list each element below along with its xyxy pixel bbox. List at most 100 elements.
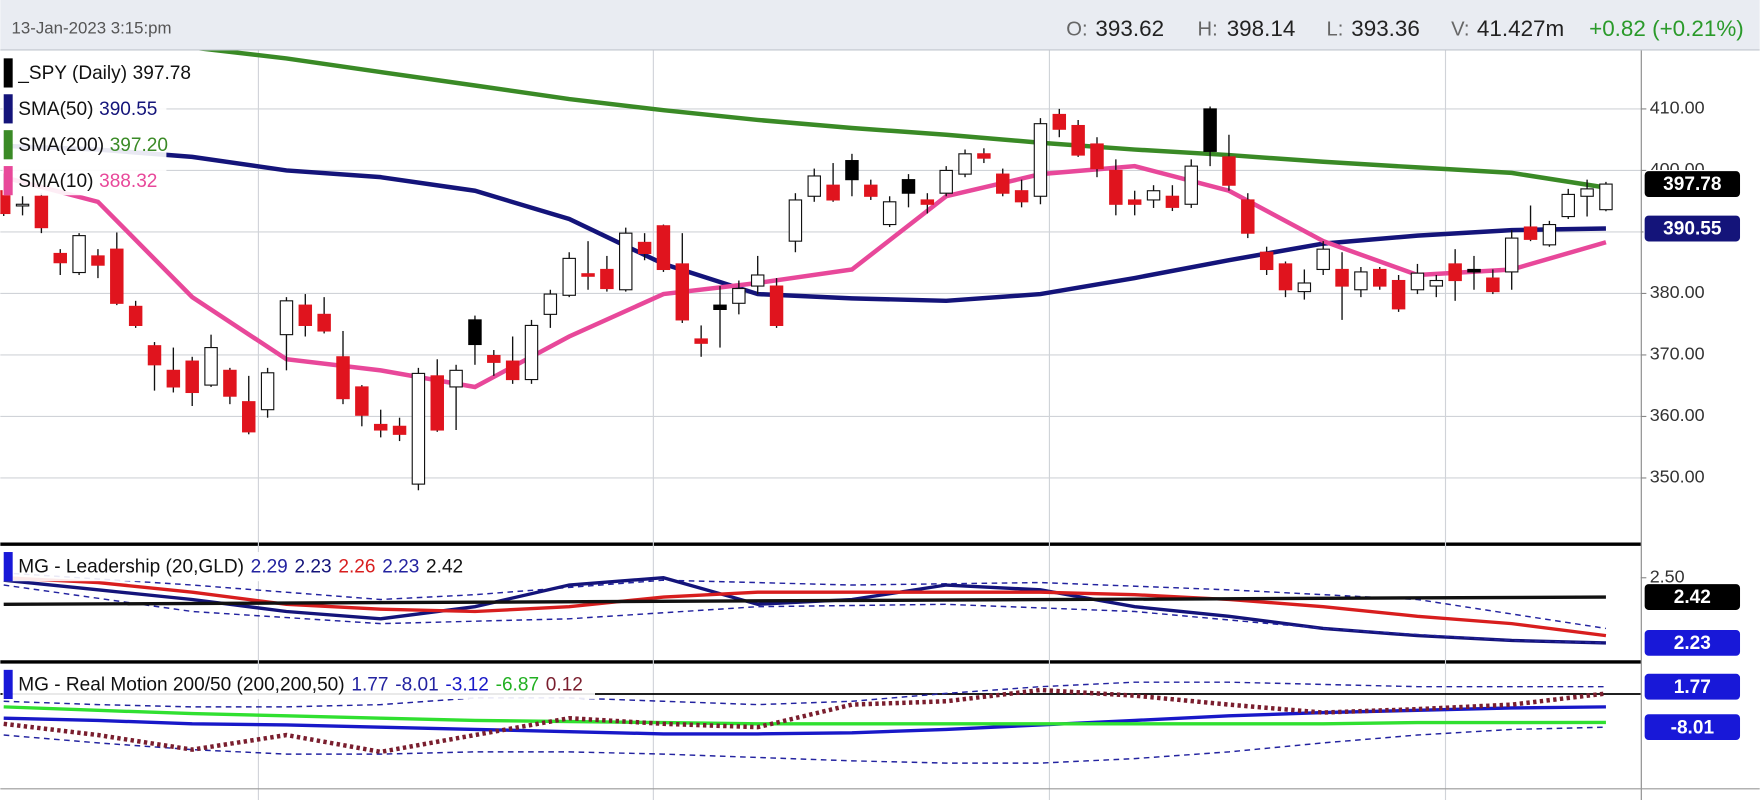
candle-body — [1373, 268, 1387, 287]
candle-body — [449, 369, 463, 388]
y-tick-label: 410.00 — [1650, 98, 1705, 118]
indicator-line — [3, 584, 1606, 644]
candle-body — [1410, 272, 1425, 291]
indicator-value-box — [1643, 628, 1742, 657]
change: +0.82 (+0.21%) — [1589, 16, 1744, 41]
volume-value: 41.427m — [1477, 16, 1564, 41]
high-value: 398.14 — [1227, 16, 1296, 41]
panel-title: MG - Real Motion 200/50 (200,200,50) — [18, 675, 344, 696]
open-value: 393.62 — [1095, 16, 1164, 41]
header-bar — [0, 0, 1760, 50]
candle-body — [1542, 223, 1557, 246]
candle-body — [298, 304, 313, 326]
candle-body — [1467, 268, 1481, 273]
candle-body — [166, 369, 181, 388]
candle-body — [72, 235, 86, 274]
sma-line — [3, 163, 1607, 390]
candle-body — [317, 313, 331, 332]
candle-body — [1523, 226, 1538, 240]
sma-line — [3, 143, 1606, 304]
candle-body — [600, 268, 614, 290]
candle-body — [1165, 195, 1180, 208]
last-price-box — [1643, 170, 1742, 199]
candle-body — [675, 263, 690, 321]
candle-body — [1259, 251, 1274, 271]
candle-body — [1109, 169, 1123, 205]
candle-body — [1278, 263, 1293, 291]
legend-value: 2.23 — [295, 557, 332, 578]
legend-bg — [2, 58, 196, 88]
candle-body — [487, 355, 501, 363]
candle-body — [1071, 124, 1085, 156]
candle-body — [91, 255, 105, 266]
candle-body — [826, 184, 840, 201]
legend-item: _SPY (Daily) 397.78 — [17, 63, 191, 84]
candle-body — [939, 169, 953, 194]
panel-title: MG - Leadership (20,GLD) — [18, 557, 244, 578]
candle-body — [1033, 123, 1048, 197]
indicator-value-box — [1643, 672, 1742, 701]
candle-body — [1580, 188, 1594, 197]
y-tick-label: 350.00 — [1650, 467, 1705, 487]
legend-value: 2.29 — [251, 557, 288, 578]
candle-body — [769, 285, 784, 326]
legend-value: 0.12 — [546, 675, 583, 696]
candle-body — [392, 425, 407, 435]
candle-body — [128, 305, 143, 326]
indicator-line — [3, 681, 1606, 708]
legend-value: -6.87 — [496, 675, 539, 696]
low-label: L: — [1327, 19, 1344, 41]
candle-body — [204, 347, 218, 386]
candle-body — [713, 304, 727, 310]
candle-body — [1391, 279, 1406, 310]
open-label: O: — [1066, 19, 1087, 41]
plot — [3, 572, 1607, 645]
legend-swatch — [3, 130, 13, 160]
legend-value: 2.26 — [338, 557, 375, 578]
indicator-line — [3, 705, 1606, 726]
candle-body — [110, 248, 124, 304]
legend-item: MG - Leadership (20,GLD) 2.29 2.23 2.26 2.23… — [18, 557, 463, 578]
legend-value: 2.23 — [382, 557, 419, 578]
indicator-line — [3, 595, 1606, 607]
legend-swatch — [3, 669, 13, 700]
candle-body — [750, 274, 765, 287]
candle-body — [1354, 271, 1368, 291]
legend-bg — [2, 669, 596, 700]
candle-body — [147, 345, 162, 366]
indicator-value: -8.01 — [1671, 717, 1715, 738]
last-price: 397.78 — [1663, 174, 1722, 195]
candle-body — [1222, 156, 1236, 186]
candle-body — [1561, 193, 1575, 218]
legend-value: 388.32 — [99, 171, 157, 192]
plot — [0, 50, 1613, 491]
legend-value: 397.20 — [110, 135, 168, 156]
candle-body — [732, 287, 746, 304]
candle-body — [53, 252, 67, 264]
legend-swatch — [3, 552, 13, 582]
candle-body — [543, 293, 558, 315]
legend-name: SMA(200) — [18, 135, 104, 156]
candle-body — [1599, 183, 1613, 211]
legend-bg — [2, 94, 167, 124]
candle-body — [1335, 268, 1349, 287]
candle-body — [524, 324, 539, 381]
candle-body — [430, 375, 444, 431]
indicator-line — [3, 687, 1607, 755]
candle-body — [562, 257, 576, 296]
candle-body — [1203, 108, 1217, 152]
candle-body — [1052, 113, 1067, 130]
candle-body — [411, 372, 426, 485]
legend-bg — [2, 166, 167, 196]
candle-body — [996, 173, 1010, 194]
candle-body — [1448, 263, 1462, 282]
candle-body — [694, 338, 708, 344]
legend-value: 1.77 — [351, 675, 388, 696]
indicator-value: 1.77 — [1674, 677, 1711, 698]
candle-body — [637, 241, 652, 255]
candle-body — [505, 360, 520, 381]
y-tick-label: 370.00 — [1650, 344, 1705, 364]
